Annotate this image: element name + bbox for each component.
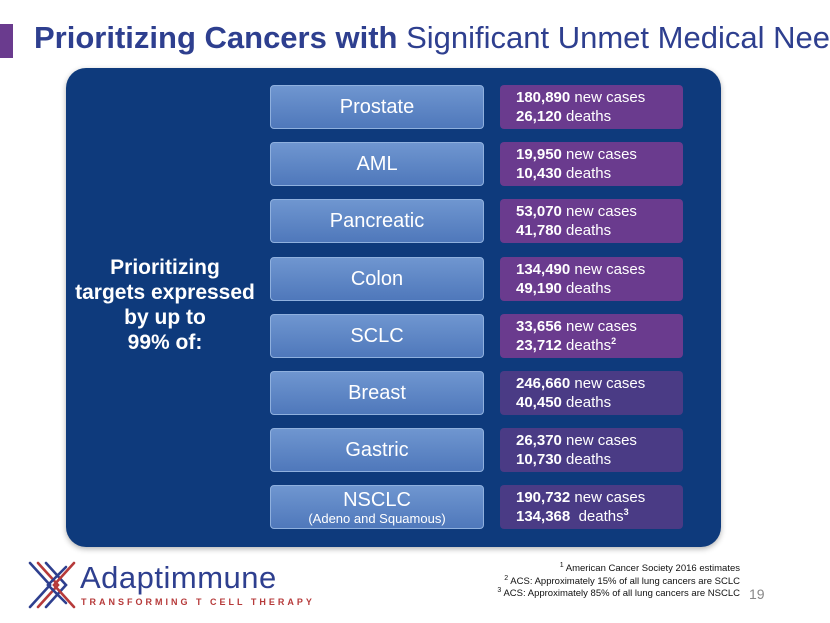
footnote-marker: 3 (623, 507, 629, 517)
cancer-stats-box: 53,070 new cases 41,780 deaths (500, 199, 683, 243)
cancer-row: Gastric 26,370 new cases 10,730 deaths (0, 428, 830, 474)
cancer-type-box: NSCLC (Adeno and Squamous) (270, 485, 484, 529)
deaths: 41,780 deaths (516, 222, 612, 239)
adaptimmune-logo-icon (28, 561, 76, 609)
cancer-type-box: Breast (270, 371, 484, 415)
cancer-name: Prostate (339, 96, 415, 118)
cancer-name: SCLC (350, 325, 404, 347)
logo-tagline: TRANSFORMING T CELL THERAPY (81, 597, 315, 607)
cancer-name: AML (356, 153, 398, 175)
cancer-name: Pancreatic (329, 210, 425, 232)
cancer-stats-box: 190,732 new cases 134,368 deaths3 (500, 485, 683, 529)
deaths: 23,712 deaths2 (516, 336, 617, 355)
footnotes: 1 American Cancer Society 2016 estimates… (497, 561, 740, 601)
deaths: 10,730 deaths (516, 451, 612, 468)
cancer-type-box: Pancreatic (270, 199, 484, 243)
title-rest: Significant Unmet Medical Need (406, 20, 830, 55)
title-bold: Prioritizing Cancers with (34, 20, 398, 55)
logo-name: Adaptimmune (80, 560, 277, 595)
cancer-type-box: Gastric (270, 428, 484, 472)
footnote: 2 ACS: Approximately 15% of all lung can… (504, 574, 740, 587)
cancer-row: Pancreatic 53,070 new cases 41,780 death… (0, 199, 830, 245)
cancer-type-box: AML (270, 142, 484, 186)
lead-line: by up to (124, 306, 206, 329)
cancer-name: Gastric (345, 439, 409, 461)
lead-text: Prioritizing targets expressed by up to … (70, 255, 260, 355)
cancer-row: NSCLC (Adeno and Squamous) 190,732 new c… (0, 485, 830, 531)
footnote: 1 American Cancer Society 2016 estimates (559, 561, 740, 574)
cancer-stats-box: 26,370 new cases 10,730 deaths (500, 428, 683, 472)
footnote: 3 ACS: Approximately 85% of all lung can… (497, 586, 740, 599)
cancer-row: Breast 246,660 new cases 40,450 deaths (0, 371, 830, 417)
cancer-name: Breast (348, 382, 406, 404)
new-cases: 53,070 new cases (516, 203, 637, 220)
cancer-stats-box: 246,660 new cases 40,450 deaths (500, 371, 683, 415)
accent-bar (0, 24, 13, 58)
cancer-type-box: SCLC (270, 314, 484, 358)
new-cases: 190,732 new cases (516, 489, 646, 506)
deaths: 26,120 deaths (516, 108, 612, 125)
cancer-type-box: Prostate (270, 85, 484, 129)
deaths: 134,368 deaths3 (516, 507, 629, 526)
cancer-row: AML 19,950 new cases 10,430 deaths (0, 142, 830, 188)
lead-line: targets expressed (75, 281, 255, 304)
cancer-stats-box: 180,890 new cases 26,120 deaths (500, 85, 683, 129)
new-cases: 180,890 new cases (516, 89, 646, 106)
deaths: 49,190 deaths (516, 280, 612, 297)
new-cases: 26,370 new cases (516, 432, 637, 449)
cancer-stats-box: 19,950 new cases 10,430 deaths (500, 142, 683, 186)
cancer-name: NSCLC (343, 488, 411, 511)
deaths: 40,450 deaths (516, 394, 612, 411)
cancer-subtitle: (Adeno and Squamous) (308, 510, 446, 526)
cancer-type-box: Colon (270, 257, 484, 301)
deaths: 10,430 deaths (516, 165, 612, 182)
cancer-row: SCLC 33,656 new cases 23,712 deaths2 (0, 314, 830, 360)
cancer-stats-box: 134,490 new cases 49,190 deaths (500, 257, 683, 301)
cancer-name: Colon (350, 268, 404, 290)
footnote-marker: 2 (611, 336, 617, 346)
new-cases: 246,660 new cases (516, 375, 646, 392)
slide-title: Prioritizing Cancers with Significant Un… (34, 20, 830, 56)
lead-line: Prioritizing (110, 256, 220, 279)
cancer-row: Prostate 180,890 new cases 26,120 deaths (0, 85, 830, 131)
new-cases: 134,490 new cases (516, 261, 646, 278)
new-cases: 33,656 new cases (516, 318, 637, 335)
cancer-stats-box: 33,656 new cases 23,712 deaths2 (500, 314, 683, 358)
lead-line: 99% of: (127, 331, 203, 354)
new-cases: 19,950 new cases (516, 146, 637, 163)
cancer-row: Colon 134,490 new cases 49,190 deaths (0, 257, 830, 303)
page-number: 19 (749, 586, 765, 602)
